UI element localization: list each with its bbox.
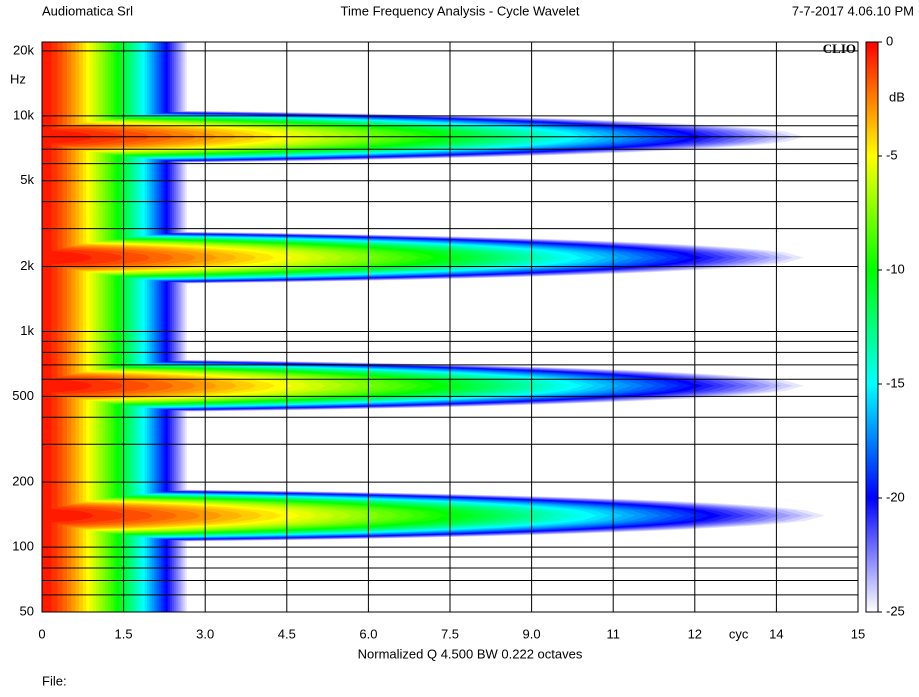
heatmap: [42, 42, 826, 612]
x-tick-label: 1.5: [115, 626, 133, 641]
x-tick-label: 0: [38, 626, 45, 641]
colorbar-tick-label: -15: [886, 375, 905, 390]
x-tick-label: 4.5: [278, 626, 296, 641]
x-tick-label: 7.5: [441, 626, 459, 641]
onset-level: [42, 42, 52, 612]
header-date: 7-7-2017 4.06.10 PM: [792, 3, 914, 18]
y-tick-label: 50: [20, 603, 34, 618]
header-left: Audiomatica Srl: [42, 3, 133, 18]
y-tick-label: 5k: [20, 172, 34, 187]
x-unit: cyc: [729, 626, 749, 641]
header-title: Time Frequency Analysis - Cycle Wavelet: [341, 3, 580, 18]
colorbar: [865, 41, 879, 613]
brand: CLIO: [823, 41, 856, 56]
y-tick-label: 1k: [20, 323, 34, 338]
resonance-level: [42, 378, 92, 393]
colorbar-tick-label: -20: [886, 489, 905, 504]
colorbar-label: dB: [889, 89, 905, 104]
colorbar-tick-label: -5: [886, 147, 898, 162]
colorbar-tick-label: 0: [886, 33, 893, 48]
file-label: File:: [42, 673, 67, 688]
y-tick-label: 2k: [20, 258, 34, 273]
x-axis-title: Normalized Q 4.500 BW 0.222 octaves: [358, 646, 583, 661]
y-tick-label: 20k: [13, 42, 34, 57]
x-tick-label: 3.0: [196, 626, 214, 641]
resonance-level: [42, 508, 94, 523]
y-tick-label: 100: [12, 539, 34, 554]
colorbar-tick-label: -25: [886, 603, 905, 618]
y-tick-label: 200: [12, 474, 34, 489]
y-tick-label: 500: [12, 388, 34, 403]
x-tick-label: 9.0: [523, 626, 541, 641]
y-tick-label: 10k: [13, 107, 34, 122]
colorbar-tick-label: -10: [886, 261, 905, 276]
plot-frame: [41, 41, 859, 613]
y-unit: Hz: [10, 71, 26, 86]
x-tick-label: 6.0: [359, 626, 377, 641]
x-tick-label: 15: [851, 626, 865, 641]
resonance-level: [42, 250, 92, 265]
x-tick-label: 12: [688, 626, 702, 641]
x-tick-label: 14: [769, 626, 783, 641]
x-tick-label: 11: [606, 626, 620, 641]
